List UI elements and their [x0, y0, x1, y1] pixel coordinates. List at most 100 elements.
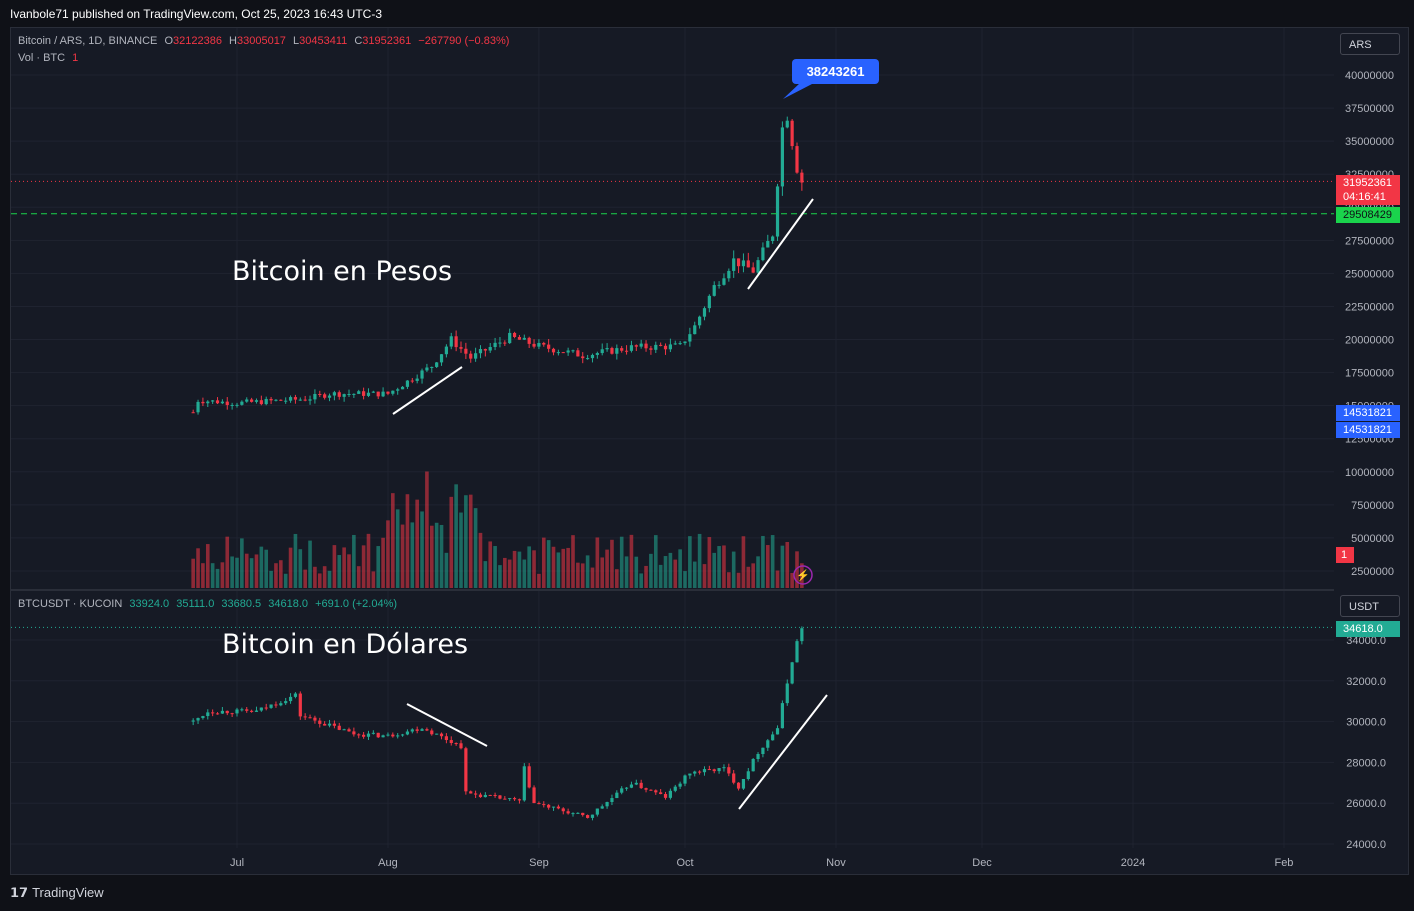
volume-bar: [425, 471, 429, 588]
ars-candle: [800, 172, 804, 183]
symbol-name-usdt[interactable]: BTCUSDT · KUCOIN: [18, 598, 123, 610]
ars-candle: [615, 348, 619, 354]
usdt-candle: [230, 713, 234, 715]
volume-bar: [668, 552, 673, 588]
ars-candle: [308, 399, 312, 401]
volume-bar: [313, 566, 317, 588]
blue-price-tag-1: 14531821: [1336, 405, 1400, 421]
usdt-candle: [483, 794, 487, 798]
usdt-candle: [659, 792, 663, 795]
symbol-name[interactable]: Bitcoin / ARS, 1D, BINANCE: [18, 35, 158, 47]
usdt-candle: [571, 813, 575, 815]
volume-bar: [283, 573, 288, 588]
volume-bar: [439, 524, 444, 588]
volume-bar: [449, 496, 454, 588]
annotation-pesos[interactable]: Bitcoin en Pesos: [232, 256, 453, 287]
ars-candle: [741, 260, 746, 267]
volume-bar: [395, 509, 400, 588]
ars-candle: [586, 358, 590, 360]
usdt-candle: [508, 798, 512, 800]
ars-candle: [488, 347, 492, 351]
volume-bar: [546, 540, 551, 588]
ars-candle: [693, 325, 697, 335]
usdt-candle: [537, 803, 541, 805]
usdt-candle: [371, 732, 375, 734]
usdt-candle: [288, 696, 293, 702]
ars-candle: [250, 399, 254, 402]
high-price-bubble[interactable]: 38243261: [792, 59, 879, 84]
ars-candle: [493, 342, 497, 348]
usdt-candle: [683, 775, 687, 784]
usdt-candle: [634, 782, 638, 785]
usdt-candle: [235, 709, 239, 714]
ars-candle: [649, 348, 653, 350]
ars-candle: [634, 345, 638, 347]
usdt-candle: [605, 802, 609, 807]
usdt-candle: [615, 792, 619, 799]
volume-bar: [556, 552, 561, 588]
usdt-candle: [391, 734, 395, 737]
volume-bar: [770, 535, 775, 588]
volume-bar: [205, 544, 210, 588]
ars-candle: [386, 391, 390, 394]
ars-candle: [435, 362, 439, 367]
volume-bar: [800, 563, 804, 588]
volume-bar: [279, 560, 283, 588]
usdt-candle: [396, 735, 400, 737]
ars-candle: [551, 348, 556, 353]
ars-candle: [318, 393, 322, 395]
volume-bar: [371, 571, 376, 588]
volume-bar: [512, 550, 517, 588]
ars-candle: [712, 285, 716, 296]
ars-candle: [571, 350, 575, 352]
volume-bar: [561, 548, 566, 588]
ars-candle: [332, 392, 336, 396]
volume-label[interactable]: Vol · BTC: [18, 52, 66, 64]
usdt-candle: [620, 788, 624, 793]
ars-candle: [790, 120, 794, 147]
volume-bar: [522, 559, 527, 588]
ars-candle: [688, 334, 692, 342]
usdt-candle: [732, 773, 736, 783]
volume-bar: [468, 494, 473, 588]
usdt-candle: [780, 703, 784, 729]
usdt-candle: [293, 693, 298, 697]
volume-bar: [707, 537, 712, 588]
y-tick-label: 2500000: [1351, 566, 1394, 578]
pane-separator[interactable]: [10, 589, 1334, 591]
usdt-candle: [318, 720, 322, 724]
annotation-dolares[interactable]: Bitcoin en Dólares: [222, 629, 469, 660]
currency-button-usdt[interactable]: USDT: [1340, 595, 1400, 617]
ars-candle: [220, 401, 224, 404]
open-value-usdt: 33924.0: [129, 598, 170, 610]
volume-bar: [210, 563, 215, 588]
volume-bar: [434, 522, 439, 588]
ars-candle: [595, 353, 599, 355]
volume-bar: [420, 511, 424, 588]
ars-candle: [751, 267, 755, 273]
ars-candle: [785, 120, 789, 128]
y-tick-label: 22500000: [1345, 301, 1394, 313]
volume-bar: [444, 552, 449, 588]
y-tick-label: 10000000: [1345, 467, 1394, 479]
usdt-candle: [264, 707, 268, 709]
usdt-candle: [376, 732, 380, 738]
volume-bar: [415, 499, 419, 588]
ars-candle: [702, 308, 707, 317]
ars-candle: [659, 344, 663, 346]
usdt-candle: [415, 729, 419, 731]
brand-name: TradingView: [32, 885, 104, 900]
ars-candle: [478, 349, 483, 354]
volume-bar: [454, 484, 458, 588]
usdt-candle: [663, 794, 668, 798]
tradingview-brand[interactable]: 𝟭𝟳 TradingView: [10, 885, 104, 901]
ars-candle: [303, 399, 307, 401]
ars-candle: [542, 342, 546, 345]
low-value: 30453411: [299, 35, 348, 47]
currency-button-ars[interactable]: ARS: [1340, 33, 1400, 55]
volume-bar: [683, 571, 687, 588]
usdt-candle: [254, 710, 259, 712]
publish-info: Ivanbole71 published on TradingView.com,…: [10, 7, 383, 21]
volume-bar: [746, 566, 751, 588]
